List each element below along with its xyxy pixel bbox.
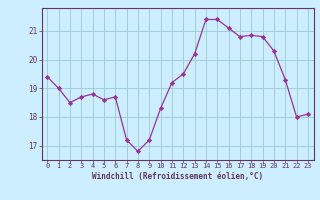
X-axis label: Windchill (Refroidissement éolien,°C): Windchill (Refroidissement éolien,°C) xyxy=(92,172,263,181)
